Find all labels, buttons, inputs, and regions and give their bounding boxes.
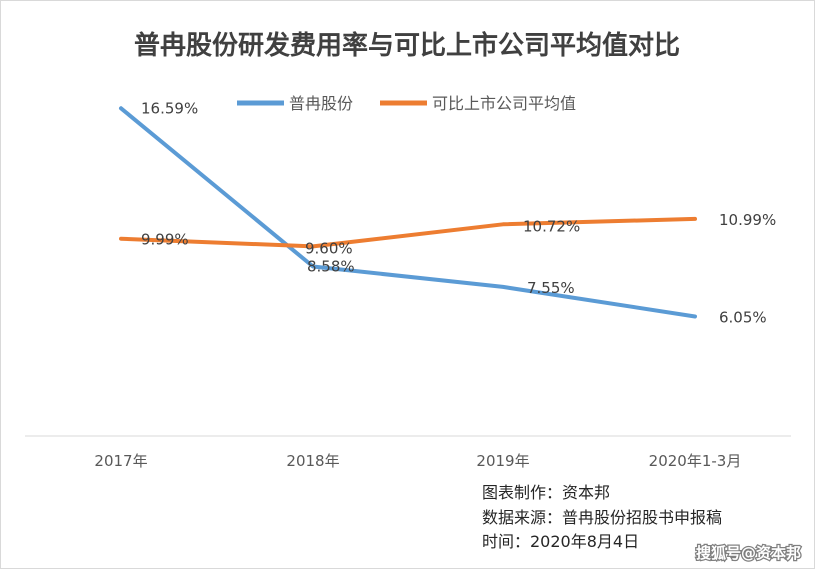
data-point-pucun [693, 315, 697, 318]
note-author: 图表制作：资本邦 [482, 483, 610, 502]
x-tick-label: 2020年1-3月 [649, 452, 742, 470]
source-notes: 图表制作：资本邦 数据来源：普冉股份招股书申报稿 时间：2020年8月4日 [482, 483, 722, 551]
data-label-peer-average: 9.99% [141, 231, 189, 249]
data-point-peer-average [311, 244, 315, 248]
x-axis-ticks: 2017年 2018年 2019年 2020年1-3月 [94, 452, 741, 470]
data-label-pucun: 16.59% [141, 99, 198, 117]
note-source: 数据来源：普冉股份招股书申报稿 [482, 508, 722, 527]
data-labels: 16.59% 8.58% 7.55% 6.05% 9.99% 9.60% 10.72% 10.… [141, 99, 776, 326]
x-tick-label: 2017年 [94, 452, 147, 470]
data-label-peer-average: 10.72% [523, 217, 580, 235]
data-label-peer-average: 10.99% [719, 211, 776, 229]
x-tick-label: 2019年 [476, 452, 529, 470]
series-line-peer-average [119, 216, 697, 249]
data-label-pucun: 8.58% [307, 258, 355, 276]
series-line-pucun [119, 106, 697, 319]
data-point-pucun [311, 265, 315, 268]
data-label-pucun: 6.05% [719, 309, 767, 327]
watermark: 搜狐号@资本邦 [696, 544, 801, 562]
data-point-pucun [501, 285, 505, 289]
chart-title: 普冉股份研发费用率与可比上市公司平均值对比 [134, 30, 680, 61]
data-point-pucun [119, 106, 123, 110]
x-tick-label: 2018年 [286, 452, 339, 470]
data-label-pucun: 7.55% [527, 279, 575, 297]
legend-label-pucun: 普冉股份 [289, 94, 353, 113]
legend-label-peer-average: 可比上市公司平均值 [432, 94, 576, 113]
series-layer [119, 106, 697, 319]
data-point-peer-average [693, 217, 697, 221]
note-date: 时间：2020年8月4日 [482, 532, 639, 551]
data-point-peer-average [119, 237, 123, 241]
data-point-peer-average [501, 222, 505, 226]
data-label-peer-average: 9.60% [305, 239, 353, 257]
legend: 普冉股份 可比上市公司平均值 [237, 94, 576, 113]
